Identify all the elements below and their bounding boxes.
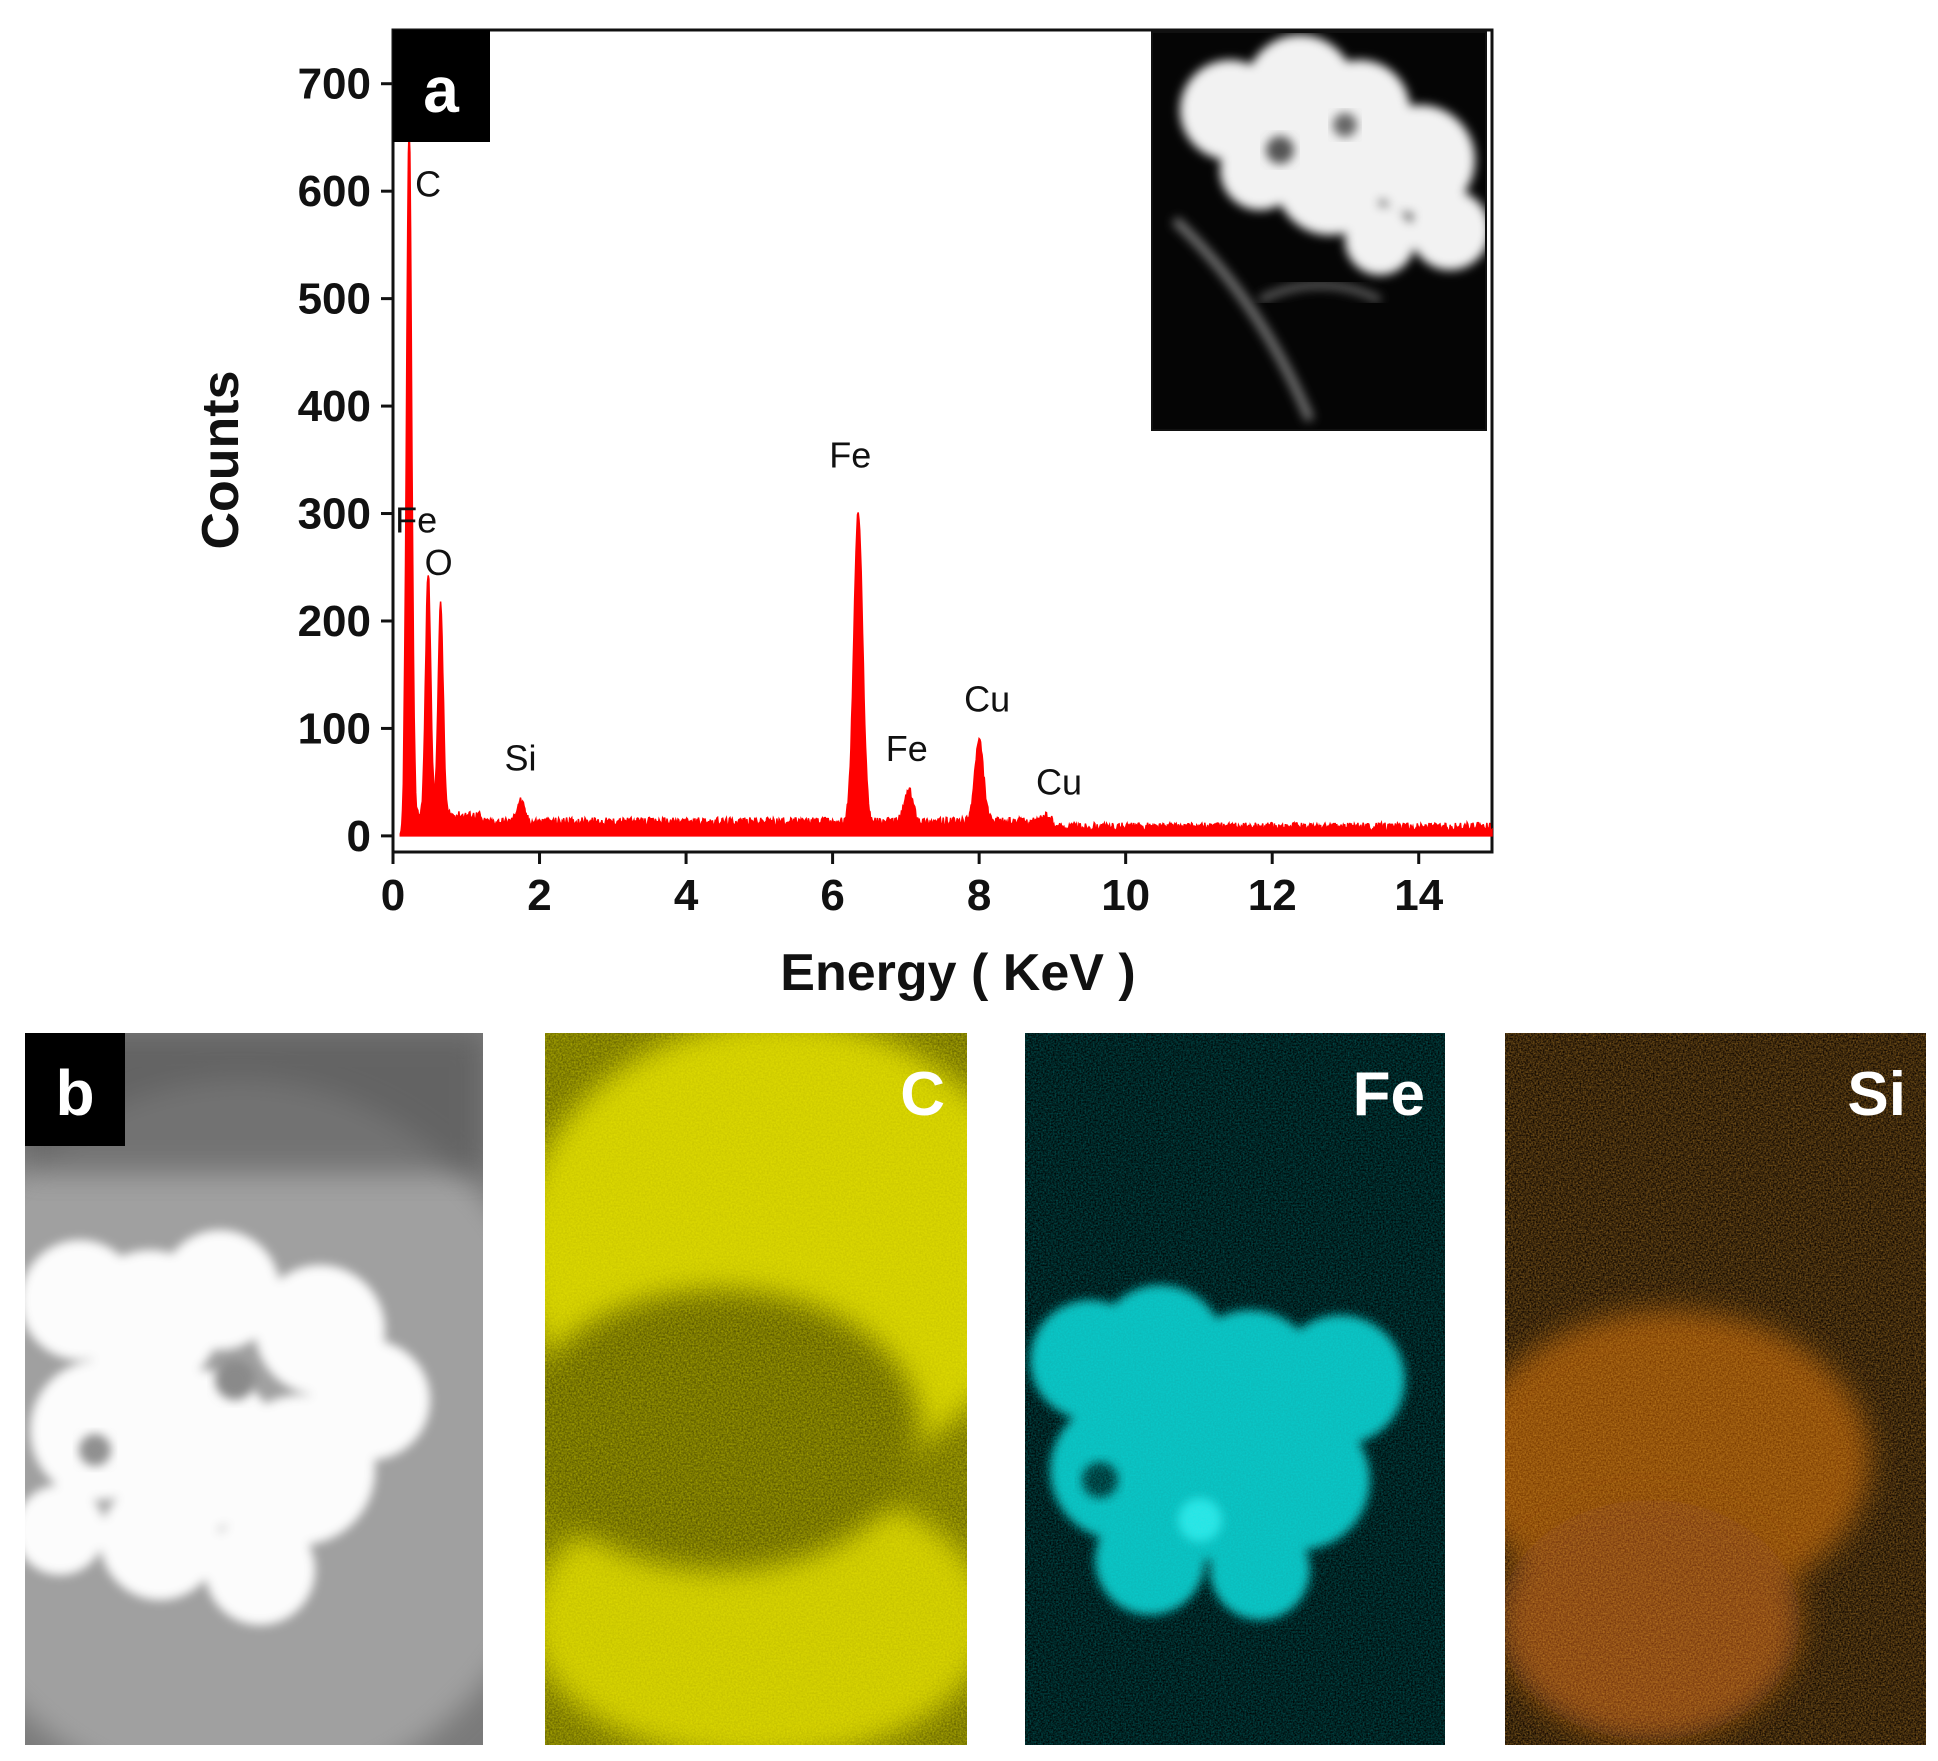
spectrum-series-line <box>399 130 1493 837</box>
elemental-maps-panel: b C <box>25 1033 1926 1745</box>
haadf-image <box>25 1033 483 1745</box>
y-tick-label: 100 <box>298 704 371 753</box>
y-tick-label: 700 <box>298 60 371 109</box>
peak-label-cu: Cu <box>964 678 1010 719</box>
y-tick-label: 600 <box>298 167 371 216</box>
peak-label-o: O <box>425 542 453 583</box>
peak-label-fe: Fe <box>886 728 928 769</box>
map-label-si: Si <box>1847 1060 1906 1129</box>
panel-label-b-box <box>25 1033 125 1146</box>
carbon-map <box>545 1033 967 1745</box>
inset-micrograph <box>1152 32 1486 430</box>
x-tick-label: 8 <box>967 871 991 920</box>
y-axis-title: Counts <box>192 370 250 549</box>
inset-frame <box>1151 31 1487 431</box>
x-tick-label: 10 <box>1101 871 1150 920</box>
x-axis-ticks: 0 2 4 6 8 10 12 14 <box>381 852 1444 920</box>
y-tick-label: 400 <box>298 382 371 431</box>
x-tick-label: 2 <box>527 871 551 920</box>
map-label-c: C <box>900 1060 945 1129</box>
x-tick-label: 6 <box>820 871 844 920</box>
x-axis-title: Energy ( KeV ) <box>780 944 1135 1002</box>
x-tick-label: 0 <box>381 871 405 920</box>
peak-label-cu: Cu <box>1036 762 1082 803</box>
y-axis-ticks: 0 100 200 300 400 500 600 700 <box>298 60 393 861</box>
panel-label-a: a <box>423 54 459 126</box>
y-tick-label: 0 <box>347 812 371 861</box>
y-tick-label: 500 <box>298 275 371 324</box>
x-tick-label: 12 <box>1248 871 1297 920</box>
y-tick-label: 300 <box>298 490 371 539</box>
silicon-map <box>1505 1033 1926 1745</box>
peak-label-fe: Fe <box>395 500 437 541</box>
iron-map <box>1025 1033 1445 1745</box>
x-tick-label: 14 <box>1394 871 1443 920</box>
y-tick-label: 200 <box>298 597 371 646</box>
x-tick-label: 4 <box>674 871 699 920</box>
panel-label-b: b <box>55 1057 94 1129</box>
peak-label-si: Si <box>504 737 536 778</box>
peak-label-fe: Fe <box>829 435 871 476</box>
peak-label-c: C <box>415 164 441 205</box>
panel-label-a-box <box>393 30 490 142</box>
map-label-fe: Fe <box>1353 1060 1425 1129</box>
